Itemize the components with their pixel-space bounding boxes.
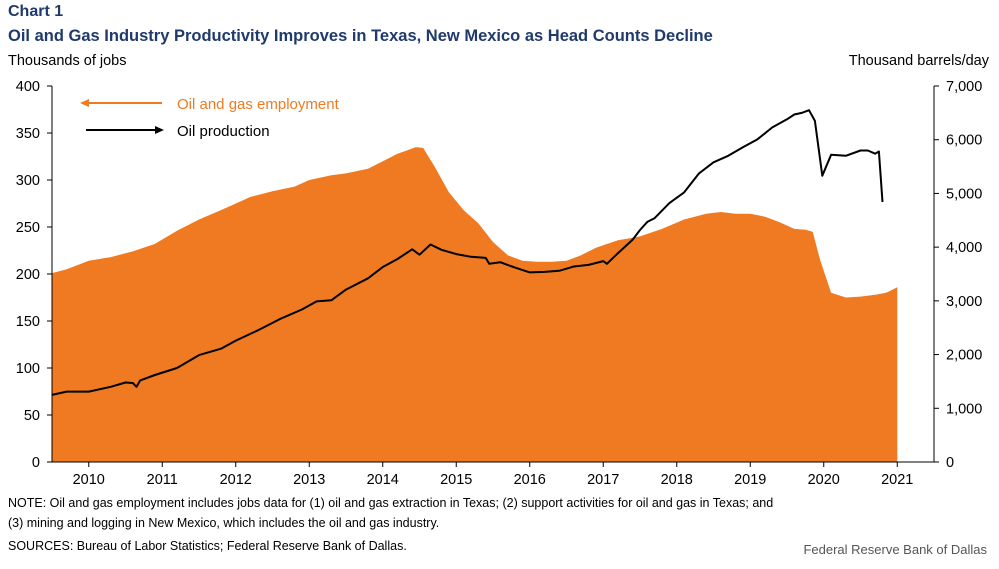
right-tick-label: 6,000	[946, 133, 982, 149]
right-tick-label: 0	[946, 455, 954, 471]
legend-production-arrow	[155, 126, 164, 134]
left-tick-label: 400	[16, 79, 40, 95]
left-tick-label: 50	[24, 408, 40, 424]
chart-title: Oil and Gas Industry Productivity Improv…	[8, 27, 713, 45]
x-tick-label: 2016	[514, 472, 546, 488]
chart-number: Chart 1	[8, 3, 64, 20]
x-tick-label: 2013	[293, 472, 325, 488]
note-line-1: NOTE: Oil and gas employment includes jo…	[8, 496, 774, 510]
x-tick-label: 2014	[367, 472, 399, 488]
right-tick-label: 1,000	[946, 401, 982, 417]
left-tick-label: 350	[16, 126, 40, 142]
x-tick-label: 2018	[661, 472, 693, 488]
x-tick-label: 2011	[147, 472, 178, 488]
left-tick-label: 250	[16, 220, 40, 236]
left-tick-label: 0	[32, 455, 40, 471]
x-tick-label: 2019	[734, 472, 766, 488]
left-tick-label: 200	[16, 267, 40, 283]
x-tick-label: 2017	[587, 472, 619, 488]
left-tick-label: 300	[16, 173, 40, 189]
employment-area	[52, 147, 898, 462]
sources-line: SOURCES: Bureau of Labor Statistics; Fed…	[8, 539, 407, 553]
left-tick-label: 100	[16, 361, 40, 377]
credit: Federal Reserve Bank of Dallas	[803, 542, 987, 557]
left-tick-label: 150	[16, 314, 40, 330]
x-tick-label: 2020	[808, 472, 840, 488]
note-line-2: (3) mining and logging in New Mexico, wh…	[8, 516, 440, 530]
right-tick-label: 2,000	[946, 348, 982, 364]
legend-employment-label: Oil and gas employment	[177, 96, 340, 113]
legend-production-label: Oil production	[177, 123, 270, 140]
right-tick-label: 7,000	[946, 79, 982, 95]
oil-production-line	[51, 109, 884, 396]
x-tick-label: 2021	[881, 472, 913, 488]
right-tick-label: 5,000	[946, 186, 982, 202]
x-tick-label: 2015	[440, 472, 472, 488]
x-tick-label: 2010	[73, 472, 105, 488]
left-axis-title: Thousands of jobs	[8, 53, 127, 69]
right-axis-title: Thousand barrels/day	[848, 53, 989, 69]
legend-employment-arrow	[80, 99, 89, 107]
right-tick-label: 3,000	[946, 294, 982, 310]
right-tick-label: 4,000	[946, 240, 982, 256]
x-tick-label: 2012	[220, 472, 252, 488]
